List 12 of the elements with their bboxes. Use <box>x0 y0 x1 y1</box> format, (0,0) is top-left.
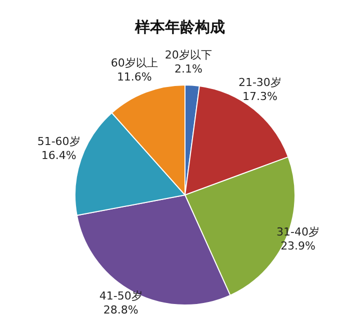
slice-label: 21-30岁 <box>238 76 282 90</box>
slice-label: 20岁以下 <box>164 48 212 62</box>
data-label: 16.4% <box>41 148 76 162</box>
slice-label: 41-50岁 <box>99 290 142 303</box>
data-label: 11.6% <box>116 70 152 84</box>
data-label: 17.3% <box>242 90 278 104</box>
slice-label: 60岁以上 <box>110 56 158 70</box>
chart-title: 样本年龄构成 <box>134 18 225 36</box>
data-label: 2.1% <box>174 62 202 76</box>
data-label: 23.9% <box>280 239 316 252</box>
slice-label: 51-60岁 <box>37 134 80 148</box>
data-label: 28.8% <box>103 304 138 317</box>
